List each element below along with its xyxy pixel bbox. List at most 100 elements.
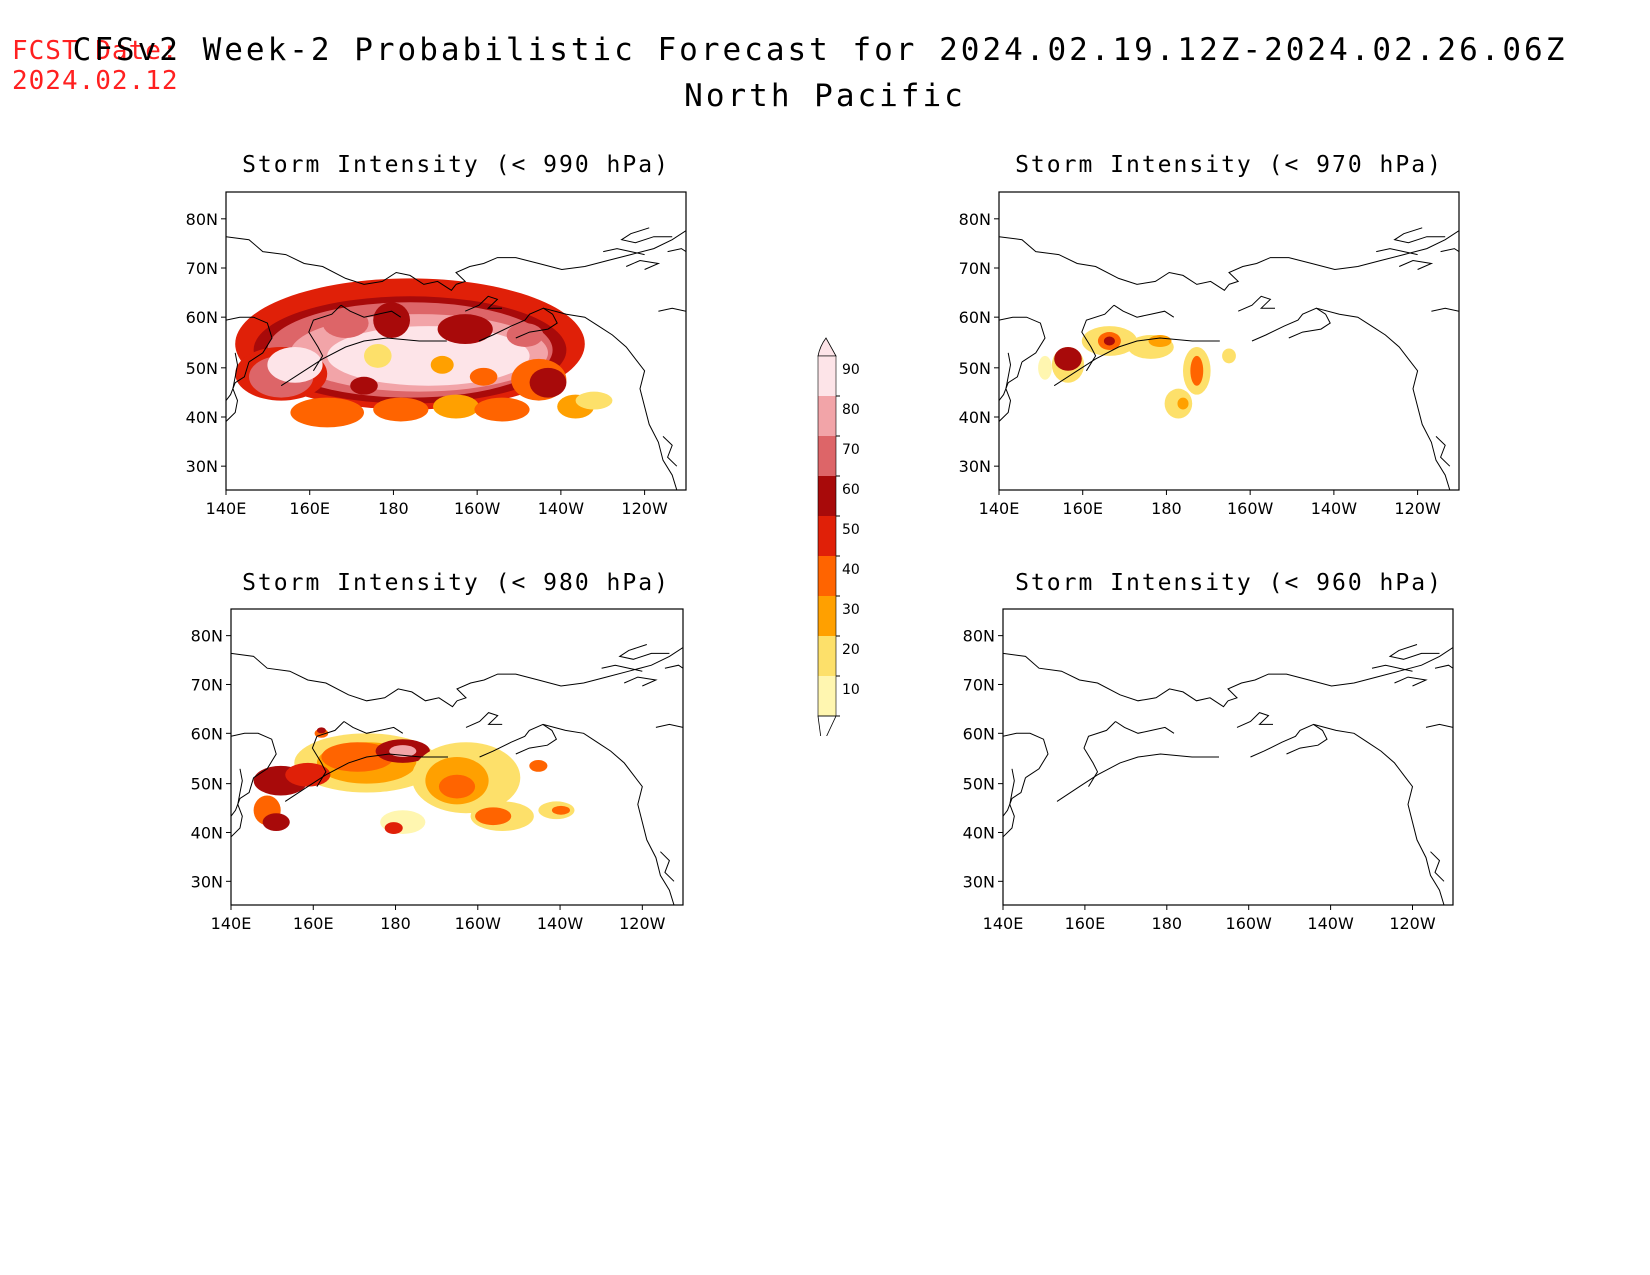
lon-tick-label: 160W: [454, 499, 501, 518]
lon-tick-label: 140W: [1311, 499, 1358, 518]
colorbar-label: 30: [842, 602, 860, 618]
coastline: [618, 644, 670, 660]
colorbar-label: 20: [842, 642, 860, 658]
colorbar-legend: 90 80 70 60 50 40 30 20 10: [810, 336, 870, 748]
probability-contour-70: [506, 323, 544, 347]
lat-tick-label: 50N: [191, 775, 223, 794]
coastline: [1113, 304, 1175, 318]
coastline: [1376, 248, 1418, 256]
coastline: [1236, 712, 1273, 728]
coastline: [1313, 723, 1445, 905]
colorbar-swatch: [818, 556, 836, 596]
coastline: [543, 307, 678, 490]
coastline: [620, 227, 673, 244]
lat-tick-label: 70N: [963, 675, 995, 694]
probability-contour-30: [430, 355, 454, 374]
coastline: [465, 712, 503, 728]
fcst-date-value: 2024.02.12: [12, 66, 179, 96]
coastline: [1435, 436, 1451, 467]
panel-title-980: Storm Intensity (< 980 hPa): [242, 570, 670, 596]
forecast-date-block: FCST Date: 2024.02.12: [12, 36, 179, 96]
lat-tick-label: 80N: [959, 210, 991, 229]
coastline: [456, 647, 683, 702]
probability-contour-60: [262, 813, 290, 831]
coastline: [1228, 230, 1459, 285]
probability-contour-40: [529, 759, 548, 772]
probability-contour-90: [267, 346, 323, 383]
probability-contour-40: [438, 774, 476, 799]
lat-tick-label: 40N: [963, 823, 995, 842]
colorbar-swatch: [818, 356, 836, 396]
main-title: CFSv2 Week-2 Probabilistic Forecast for …: [0, 32, 1650, 68]
probability-contour-60: [437, 314, 493, 344]
lon-tick-label: 160E: [293, 914, 334, 933]
lat-tick-label: 50N: [186, 359, 218, 378]
lon-tick-label: 140E: [983, 914, 1024, 933]
colorbar-swatch: [818, 436, 836, 476]
map-panel-970: 80N 70N 60N 50N 40N 30N 140E 160E 180 160W 140W 120…: [943, 188, 1479, 534]
probability-contour-40: [1190, 355, 1204, 386]
colorbar-swatch: [818, 636, 836, 676]
colorbar-border: [817, 355, 837, 717]
coastline: [1430, 851, 1445, 882]
lat-tick-label: 50N: [959, 359, 991, 378]
probability-contour-40: [475, 807, 512, 826]
lon-tick-label: 120W: [1389, 914, 1436, 933]
probability-contour-20: [1222, 348, 1236, 364]
probability-contour-70: [322, 308, 369, 339]
coastline: [226, 316, 273, 363]
coastline: [1371, 664, 1413, 672]
probability-contour-40: [290, 397, 364, 428]
coastline: [1316, 307, 1451, 490]
lon-tick-label: 140E: [979, 499, 1020, 518]
map-svg: 80N 70N 60N 50N 40N 30N 140E 160E 180 160W 140W 120…: [963, 608, 1454, 933]
coastline: [231, 732, 277, 779]
coastline: [231, 768, 243, 838]
coastline: [311, 721, 345, 787]
lon-tick-label: 180: [378, 499, 409, 518]
coastline: [658, 307, 686, 312]
coastline: [1388, 644, 1440, 660]
coastline: [1238, 295, 1275, 312]
probability-shading: [226, 227, 686, 490]
coastline: [601, 664, 643, 672]
coastline: [280, 337, 447, 387]
probability-contour-50: [285, 762, 331, 787]
lon-tick-label: 180: [1152, 914, 1183, 933]
coastline: [667, 248, 686, 253]
coastline: [660, 851, 675, 882]
coastline: [479, 723, 558, 758]
coastline: [1003, 777, 1026, 817]
map-svg: 80N 70N 60N 50N 40N 30N 140E 160E 180 160W 140W 120…: [191, 608, 684, 933]
coastline: [340, 304, 402, 318]
map-svg: 80N 70N 60N 50N 40N 30N 140E 160E 180 160W 140W 120…: [959, 191, 1460, 518]
lon-tick-label: 160E: [1062, 499, 1103, 518]
lon-tick-label: 140W: [538, 499, 585, 518]
coastline: [284, 753, 448, 802]
colorbar-label: 70: [842, 442, 860, 458]
lat-tick-label: 60N: [186, 308, 218, 327]
colorbar-swatch: [818, 516, 836, 556]
colorbar-swatch: [818, 476, 836, 516]
coastline: [1053, 337, 1220, 387]
probability-contour-10: [1038, 355, 1052, 380]
coastline: [1399, 259, 1434, 270]
probability-contour-60: [529, 367, 567, 398]
coastline: [1003, 768, 1015, 838]
coastline: [1003, 652, 1229, 708]
map-svg: 80N 70N 60N 50N 40N 30N 140E 160E 180 160W 140W 120…: [186, 191, 687, 518]
coastline: [999, 236, 1230, 291]
probability-contour-30: [1148, 335, 1172, 347]
map-frame: [1002, 608, 1454, 906]
lon-tick-label: 160E: [1065, 914, 1106, 933]
lon-tick-label: 120W: [619, 914, 666, 933]
region-subtitle: North Pacific: [684, 78, 966, 114]
coastline: [226, 352, 239, 422]
lat-tick-label: 60N: [191, 724, 223, 743]
lon-tick-label: 180: [380, 914, 411, 933]
coastline: [226, 236, 457, 291]
lon-tick-label: 120W: [1394, 499, 1441, 518]
probability-contour-20: [364, 343, 392, 368]
probability-contour-60: [373, 302, 410, 339]
coastline: [455, 230, 686, 285]
